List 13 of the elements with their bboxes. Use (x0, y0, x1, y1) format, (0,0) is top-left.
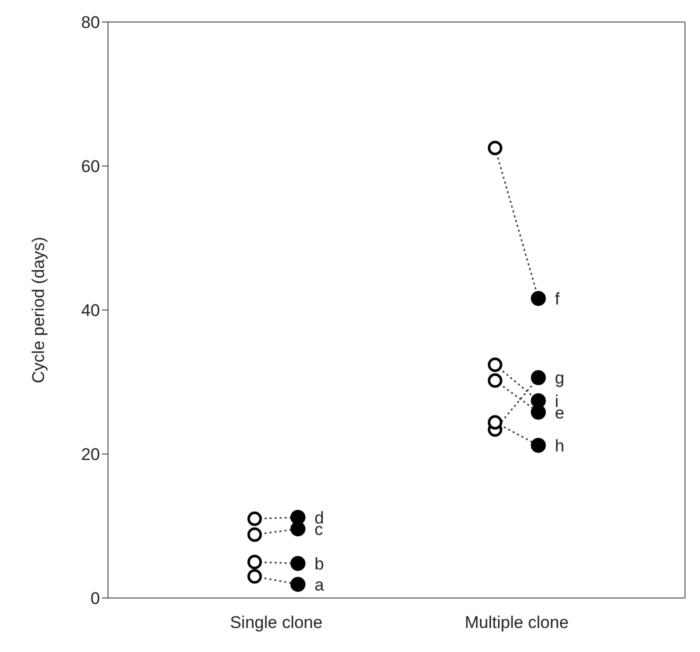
data-label: h (554, 436, 564, 456)
y-tick-label: 80 (81, 13, 100, 32)
data-label: a (314, 575, 324, 594)
y-tick-label: 20 (81, 445, 100, 464)
y-tick-label: 40 (81, 301, 100, 320)
y-tick-label: 0 (90, 589, 100, 608)
data-label: f (554, 290, 560, 309)
y-tick-label: 60 (81, 157, 100, 176)
x-tick-label: Single clone (230, 613, 323, 632)
x-tick-label: Multiple clone (464, 613, 569, 632)
data-label: g (554, 368, 564, 388)
data-label: b (314, 554, 324, 574)
y-axis-title: Cycle period (days) (29, 236, 48, 384)
